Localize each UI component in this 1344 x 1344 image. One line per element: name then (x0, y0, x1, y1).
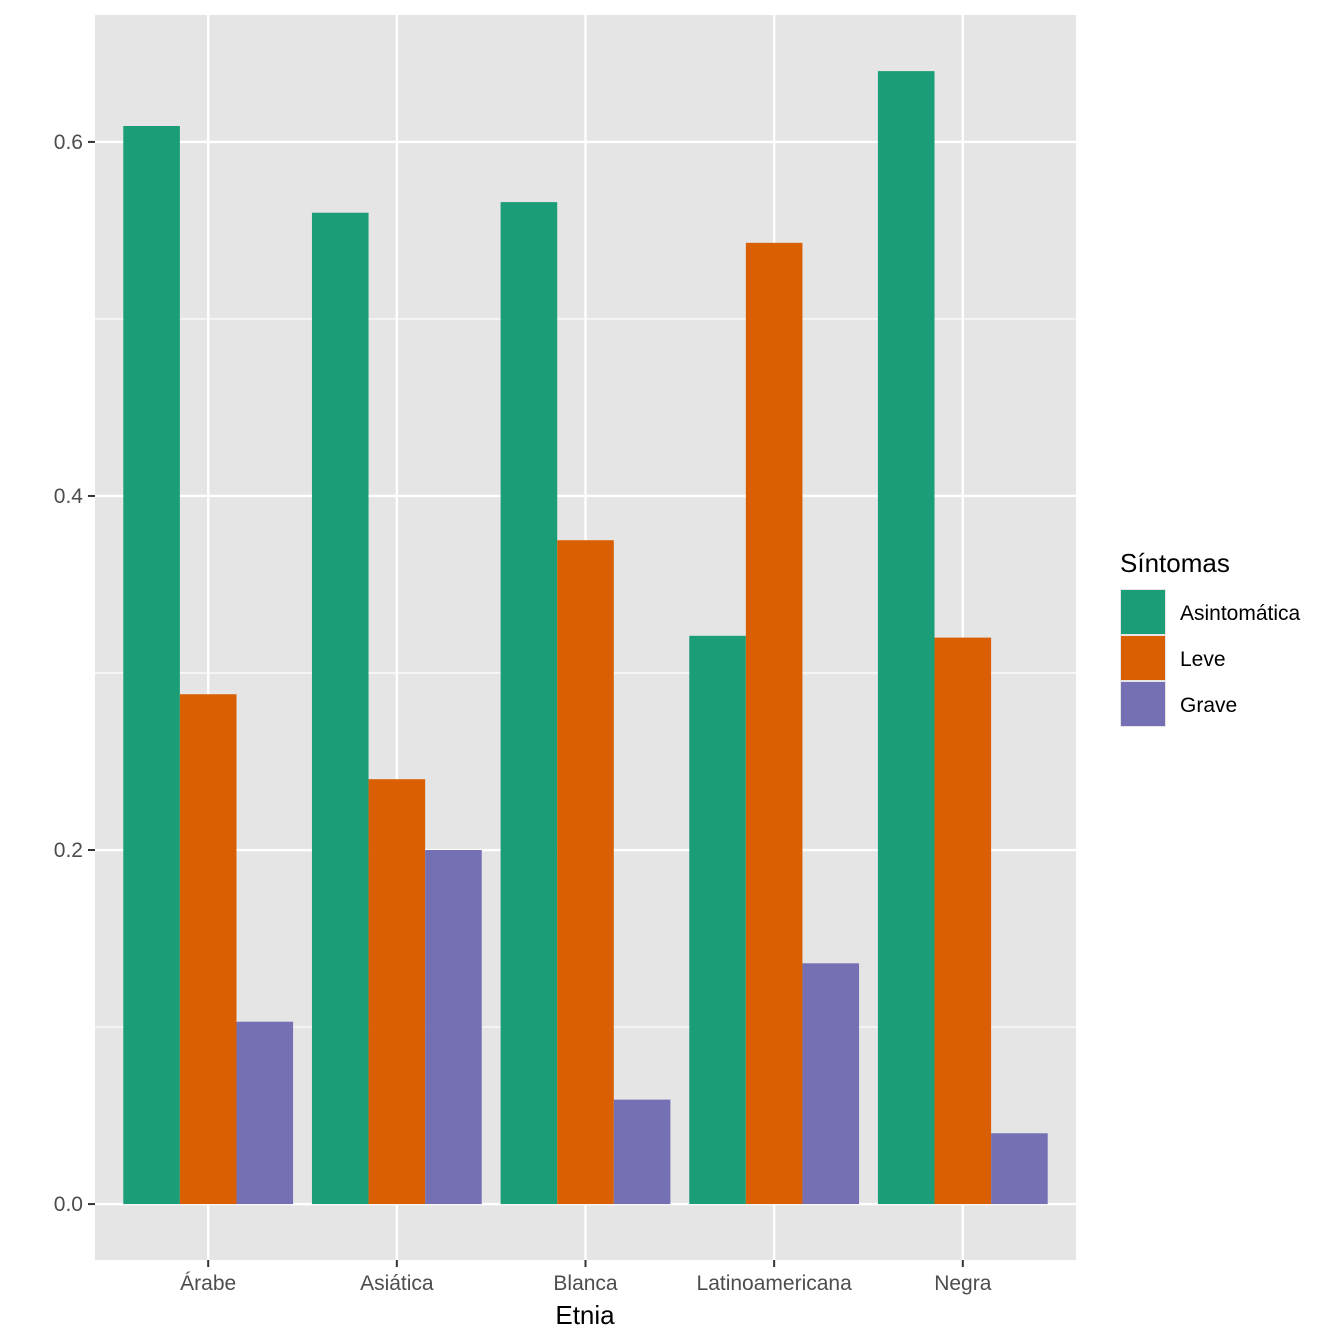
legend-key (1121, 590, 1165, 634)
legend: Síntomas Asintomática Leve Grave (1120, 548, 1301, 727)
y-axis: 0.0 0.2 0.4 0.6 (54, 131, 95, 1216)
bar (179, 694, 237, 1205)
bar (500, 202, 558, 1205)
bar (877, 71, 935, 1205)
x-tick-label: Blanca (553, 1272, 618, 1295)
y-tick-label: 0.4 (54, 485, 84, 508)
x-axis: Árabe Asiática Blanca Latinoamericana Negra (180, 1260, 992, 1295)
x-tick-label: Asiática (360, 1272, 434, 1295)
bar (613, 1099, 671, 1205)
bar (689, 635, 746, 1205)
legend-label: Grave (1180, 694, 1237, 717)
y-tick-label: 0.0 (54, 1193, 83, 1216)
x-tick-label: Latinoamericana (697, 1272, 853, 1295)
bar (557, 540, 614, 1205)
bars (123, 71, 1048, 1205)
y-tick-label: 0.2 (54, 839, 83, 862)
x-tick-label: Árabe (180, 1272, 236, 1295)
bar (802, 963, 860, 1205)
legend-key (1121, 682, 1165, 726)
bar (236, 1021, 294, 1205)
x-axis-title: Etnia (555, 1300, 615, 1330)
bar (991, 1133, 1048, 1205)
bar (123, 125, 180, 1205)
bar (368, 779, 426, 1205)
y-tick-label: 0.6 (54, 131, 83, 154)
bar (934, 637, 992, 1205)
legend-label: Asintomática (1180, 602, 1301, 625)
bar (425, 850, 482, 1205)
bar (745, 242, 803, 1205)
legend-title: Síntomas (1120, 548, 1230, 578)
legend-key (1121, 636, 1165, 680)
bar (311, 212, 369, 1205)
legend-label: Leve (1180, 648, 1226, 671)
x-tick-label: Negra (934, 1272, 992, 1295)
